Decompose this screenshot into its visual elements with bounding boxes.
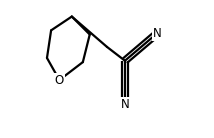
Text: N: N: [153, 27, 162, 40]
Text: O: O: [55, 74, 64, 87]
Text: N: N: [120, 98, 129, 111]
